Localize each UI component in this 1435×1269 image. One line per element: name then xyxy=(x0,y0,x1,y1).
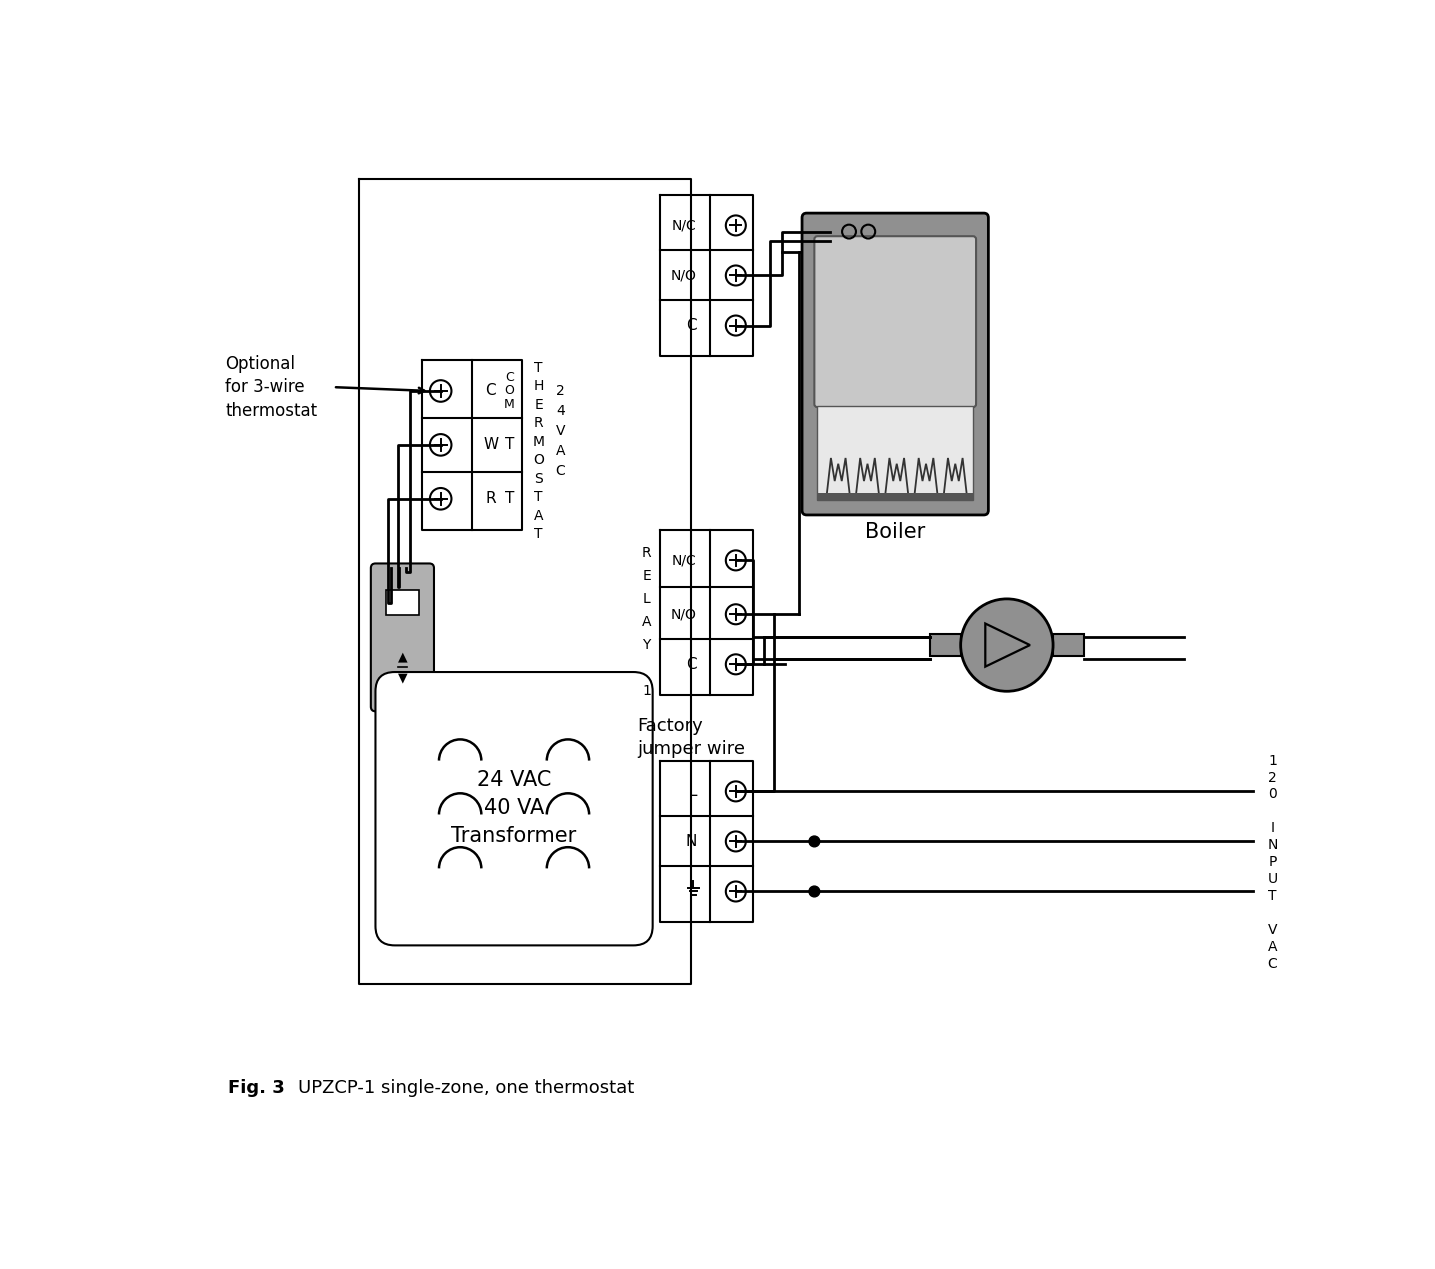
Text: N/O: N/O xyxy=(670,269,696,283)
Text: N/C: N/C xyxy=(672,218,696,232)
Circle shape xyxy=(809,886,819,897)
Text: E: E xyxy=(534,398,542,412)
Text: Y: Y xyxy=(643,638,650,652)
Text: N/C: N/C xyxy=(672,553,696,567)
Text: A: A xyxy=(555,444,565,458)
Text: H: H xyxy=(534,379,544,393)
Text: L: L xyxy=(687,784,696,799)
Text: V: V xyxy=(555,424,565,438)
Text: T: T xyxy=(534,527,542,541)
FancyBboxPatch shape xyxy=(1053,634,1083,656)
Circle shape xyxy=(809,836,819,846)
Text: O: O xyxy=(504,385,514,397)
Text: P: P xyxy=(1269,855,1277,869)
Text: 1: 1 xyxy=(1269,754,1277,768)
Text: R: R xyxy=(485,491,497,506)
Text: C: C xyxy=(505,371,514,383)
Text: C: C xyxy=(686,657,696,671)
Text: Optional
for 3-wire
thermostat: Optional for 3-wire thermostat xyxy=(225,354,317,420)
Text: C: C xyxy=(485,383,497,398)
Text: R: R xyxy=(641,546,651,560)
Text: W: W xyxy=(484,438,498,452)
Text: C: C xyxy=(686,319,696,332)
Text: T: T xyxy=(534,490,542,504)
Text: 2: 2 xyxy=(1269,770,1277,784)
Text: A: A xyxy=(534,509,544,523)
Text: L: L xyxy=(643,591,650,605)
Text: S: S xyxy=(534,472,542,486)
Text: E: E xyxy=(641,569,651,582)
FancyBboxPatch shape xyxy=(818,494,973,501)
FancyBboxPatch shape xyxy=(386,590,419,615)
Text: A: A xyxy=(641,615,651,629)
Text: 2: 2 xyxy=(555,385,564,398)
Text: O: O xyxy=(534,453,544,467)
Text: T: T xyxy=(505,491,514,506)
Text: N: N xyxy=(684,834,696,849)
Text: U: U xyxy=(1267,872,1277,886)
Text: C: C xyxy=(555,464,565,478)
Text: 1: 1 xyxy=(641,684,651,698)
Text: Fig. 3: Fig. 3 xyxy=(228,1079,284,1096)
Text: M: M xyxy=(532,435,545,449)
Text: I: I xyxy=(1270,821,1274,835)
FancyBboxPatch shape xyxy=(802,213,989,515)
Text: T: T xyxy=(1269,890,1277,904)
Text: T: T xyxy=(534,360,542,374)
Text: C: C xyxy=(1267,957,1277,971)
Text: 0: 0 xyxy=(1269,788,1277,802)
FancyBboxPatch shape xyxy=(370,563,433,712)
Circle shape xyxy=(960,599,1053,692)
Text: 4: 4 xyxy=(555,404,564,418)
Text: M: M xyxy=(504,398,515,411)
Text: 24 VAC
40 VA
Transformer: 24 VAC 40 VA Transformer xyxy=(452,770,577,846)
Text: Boiler: Boiler xyxy=(865,522,926,542)
Text: Factory
jumper wire: Factory jumper wire xyxy=(637,717,745,759)
Text: ▲: ▲ xyxy=(397,650,408,664)
Text: UPZCP-1 single-zone, one thermostat: UPZCP-1 single-zone, one thermostat xyxy=(276,1079,634,1096)
Text: T: T xyxy=(505,438,514,452)
FancyBboxPatch shape xyxy=(815,236,976,407)
FancyBboxPatch shape xyxy=(930,634,960,656)
Text: A: A xyxy=(1267,940,1277,954)
Text: N: N xyxy=(1267,839,1277,853)
Text: ▼: ▼ xyxy=(397,671,408,685)
Text: N/O: N/O xyxy=(670,608,696,622)
FancyBboxPatch shape xyxy=(818,406,973,500)
Text: R: R xyxy=(534,416,544,430)
FancyBboxPatch shape xyxy=(376,673,653,945)
Text: V: V xyxy=(1267,923,1277,937)
